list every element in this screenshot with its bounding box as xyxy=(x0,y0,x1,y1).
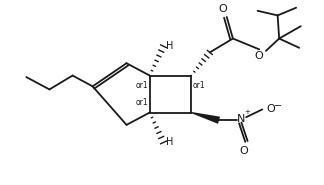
Text: O: O xyxy=(239,146,248,156)
Text: or1: or1 xyxy=(135,98,148,107)
Text: +: + xyxy=(245,109,251,115)
Text: −: − xyxy=(273,101,282,111)
Text: O: O xyxy=(219,4,227,14)
Text: N: N xyxy=(237,114,245,124)
Text: or1: or1 xyxy=(193,81,205,90)
Text: O: O xyxy=(255,51,263,61)
Polygon shape xyxy=(191,112,220,124)
Text: or1: or1 xyxy=(135,81,148,90)
Text: O: O xyxy=(267,104,275,114)
Text: H: H xyxy=(166,41,173,51)
Text: H: H xyxy=(166,137,173,147)
